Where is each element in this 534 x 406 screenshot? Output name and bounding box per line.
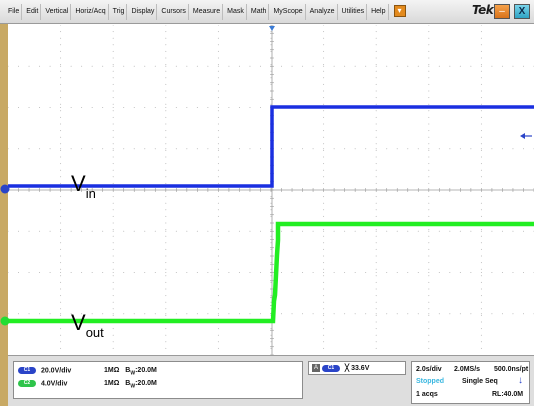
ch2-marker (0, 316, 10, 326)
acq-status: Stopped (416, 378, 444, 385)
ch1-readout[interactable]: C1 20.0V/div (18, 367, 71, 374)
ch1-settings: 1MΩ BW:20.0M (104, 367, 157, 376)
menu-dropdown-icon[interactable]: ▾ (393, 5, 406, 17)
trigger-mode-icon: A (312, 364, 320, 373)
trigger-slope-icon: ╳ (344, 365, 350, 372)
trigger-level-arrow-icon (520, 133, 525, 139)
record-length: RL:40.0M (492, 391, 524, 398)
channel-readout-panel[interactable]: C1 20.0V/div 1MΩ BW:20.0M C2 4.0V/div 1M… (13, 361, 303, 399)
ch1-badge: C1 (18, 367, 36, 374)
menu-item-utilities[interactable]: Utilities (340, 4, 368, 20)
ch1-marker (0, 184, 10, 194)
menu-item-analyze[interactable]: Analyze (308, 4, 338, 20)
trigger-readout-panel[interactable]: A C1 ╳ 33.6V (308, 361, 406, 375)
time-div: 2.0s/div (416, 366, 442, 373)
resolution: 500.0ns/pt (494, 366, 529, 373)
menu-item-horiz-acq[interactable]: Horiz/Acq (73, 4, 109, 20)
left-strip (0, 24, 8, 406)
acquisition-readout-panel[interactable]: 2.0s/div 2.0MS/s 500.0ns/pt Stopped Sing… (411, 361, 530, 404)
ch1-scale: 20.0V/div (40, 367, 72, 375)
menu-item-cursors[interactable]: Cursors (159, 4, 189, 20)
ch2-badge: C2 (18, 380, 36, 387)
trigger-source-badge: C1 (321, 364, 340, 372)
menu-item-myscope[interactable]: MyScope (271, 4, 306, 20)
sample-rate: 2.0MS/s (454, 366, 481, 373)
status-area: C1 20.0V/div 1MΩ BW:20.0M C2 4.0V/div 1M… (8, 355, 534, 406)
menu-item-vertical[interactable]: Vertical (43, 4, 72, 20)
trigger-arrow-icon: ↓ (518, 375, 523, 386)
acq-count: 1 acqs (416, 391, 438, 398)
ch1-waveform (8, 105, 534, 188)
menu-item-measure[interactable]: Measure (191, 4, 224, 20)
menu-bar: File Edit Vertical Horiz/Acq Trig Display Curs… (0, 0, 534, 24)
menu-item-math[interactable]: Math (249, 4, 270, 20)
menu-item-display[interactable]: Display (129, 4, 158, 20)
trigger-level: 33.6V (351, 365, 370, 372)
ch2-settings: 1MΩ BW:20.0M (104, 380, 157, 389)
ch2-scale: 4.0V/div (40, 380, 68, 388)
ch1-coupling: 1MΩ (104, 367, 120, 374)
trigger-position-marker (269, 26, 275, 31)
waveform-screen[interactable]: Vin Vout (0, 25, 534, 355)
vout-label: Vout (71, 310, 104, 340)
ch2-bw: BW:20.0M (125, 380, 157, 390)
ch2-waveform (8, 221, 534, 324)
ch1-bw: BW:20.0M (125, 367, 157, 377)
menu-item-file[interactable]: File (6, 4, 23, 20)
brand-logo: Tek (472, 3, 494, 17)
vin-label: Vin (71, 171, 96, 201)
graticule (8, 25, 534, 355)
menu-item-mask[interactable]: Mask (225, 4, 247, 20)
menu-item-trig[interactable]: Trig (111, 4, 128, 20)
menu-item-help[interactable]: Help (369, 4, 389, 20)
acq-mode: Single Seq (462, 378, 498, 385)
ch2-readout[interactable]: C2 4.0V/div (18, 380, 67, 387)
ch2-coupling: 1MΩ (104, 380, 120, 387)
menu: File Edit Vertical Horiz/Acq Trig Display Curs… (6, 4, 406, 20)
minimize-button[interactable]: – (494, 4, 510, 19)
close-button[interactable]: X (514, 4, 530, 19)
channel-markers (0, 184, 10, 326)
menu-item-edit[interactable]: Edit (24, 4, 42, 20)
